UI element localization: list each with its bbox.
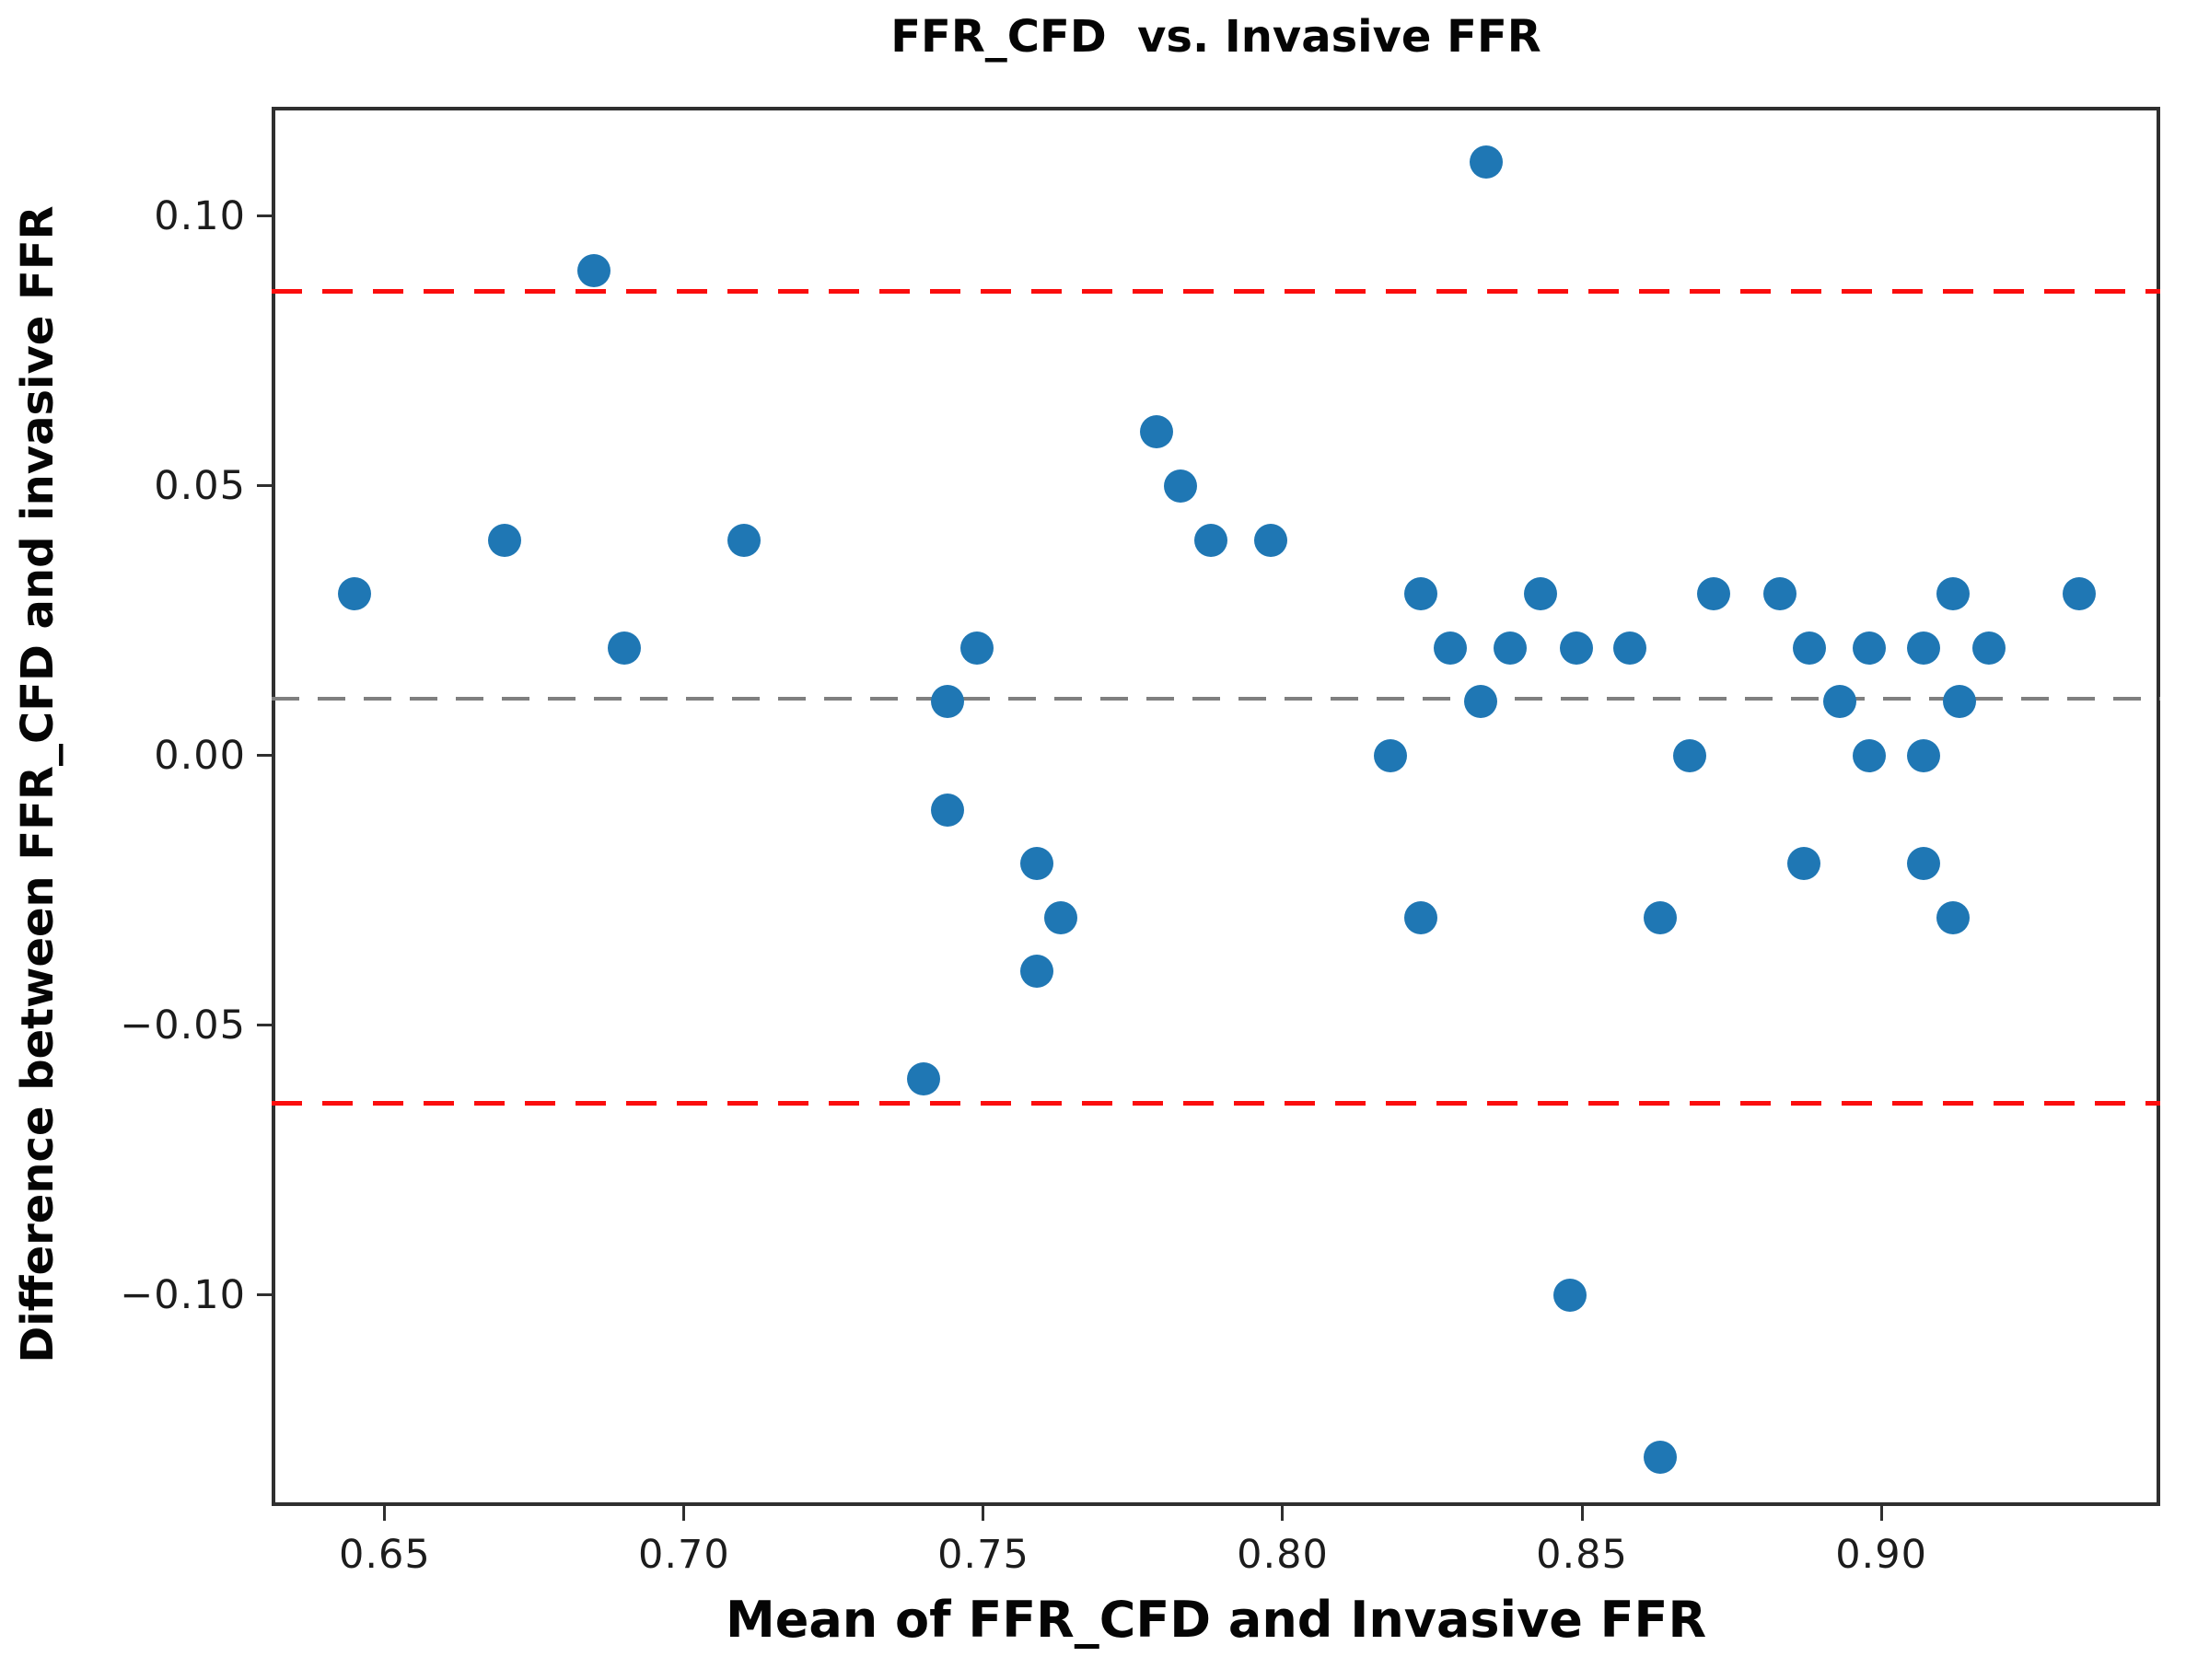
data-point xyxy=(1643,1440,1677,1474)
x-tick-mark xyxy=(682,1506,686,1521)
x-tick-label: 0.85 xyxy=(1536,1532,1628,1578)
chart-title: FFR_CFD vs. Invasive FFR xyxy=(890,11,1541,63)
data-point xyxy=(1020,955,1054,989)
x-axis-label: Mean of FFR_CFD and Invasive FFR xyxy=(725,1591,1707,1649)
data-point xyxy=(1044,900,1078,934)
x-tick-mark xyxy=(982,1506,985,1521)
data-point xyxy=(1786,847,1820,881)
data-point xyxy=(1553,1278,1587,1312)
data-point xyxy=(2062,577,2096,611)
data-point xyxy=(1253,523,1287,557)
x-tick-label: 0.80 xyxy=(1237,1532,1329,1578)
data-point xyxy=(1164,469,1198,503)
data-point xyxy=(607,631,641,665)
data-point xyxy=(930,685,964,719)
data-point xyxy=(1523,577,1557,611)
data-point xyxy=(1494,631,1527,665)
data-point xyxy=(1942,685,1976,719)
y-tick-mark xyxy=(257,214,272,218)
data-point xyxy=(1972,631,2006,665)
data-point xyxy=(1936,900,1971,934)
data-point xyxy=(1434,631,1467,665)
y-tick-label: −0.10 xyxy=(120,1271,246,1318)
y-tick-label: 0.00 xyxy=(154,732,246,779)
data-point xyxy=(487,523,521,557)
data-point xyxy=(1559,631,1593,665)
y-tick-label: −0.05 xyxy=(120,1002,246,1049)
x-tick-mark xyxy=(1281,1506,1285,1521)
y-tick-mark xyxy=(257,484,272,488)
x-tick-mark xyxy=(383,1506,387,1521)
data-point xyxy=(1673,738,1707,772)
data-point xyxy=(1403,900,1437,934)
plot-area xyxy=(272,107,2160,1506)
data-point xyxy=(1793,631,1827,665)
data-point xyxy=(577,253,611,287)
data-point xyxy=(1906,847,1940,881)
data-point xyxy=(1470,145,1503,180)
data-point xyxy=(1936,577,1971,611)
data-point xyxy=(1193,523,1227,557)
y-tick-label: 0.10 xyxy=(154,192,246,239)
x-tick-label: 0.90 xyxy=(1835,1532,1927,1578)
data-point xyxy=(1906,631,1940,665)
data-point xyxy=(930,793,964,827)
data-point xyxy=(1020,847,1054,881)
y-tick-mark xyxy=(257,1293,272,1297)
data-point xyxy=(906,1062,940,1096)
data-point xyxy=(1906,738,1940,772)
y-tick-mark xyxy=(257,1024,272,1027)
data-point xyxy=(1762,577,1796,611)
x-tick-label: 0.75 xyxy=(937,1532,1029,1578)
data-point xyxy=(1853,738,1887,772)
data-point xyxy=(338,577,372,611)
y-tick-mark xyxy=(257,754,272,758)
data-point xyxy=(1853,631,1887,665)
y-axis-label: Difference between FFR_CFD and invasive … xyxy=(12,205,64,1363)
y-tick-label: 0.05 xyxy=(154,462,246,509)
data-point xyxy=(1140,415,1174,449)
data-point xyxy=(1463,685,1497,719)
x-tick-mark xyxy=(1580,1506,1584,1521)
data-point xyxy=(1373,738,1407,772)
x-tick-mark xyxy=(1879,1506,1883,1521)
data-point xyxy=(1822,685,1856,719)
data-point xyxy=(960,631,994,665)
data-point xyxy=(1643,900,1677,934)
x-tick-label: 0.70 xyxy=(638,1532,730,1578)
data-point xyxy=(1403,577,1437,611)
data-point xyxy=(1613,631,1647,665)
x-tick-label: 0.65 xyxy=(338,1532,431,1578)
data-point xyxy=(727,523,761,557)
data-point xyxy=(1697,577,1731,611)
